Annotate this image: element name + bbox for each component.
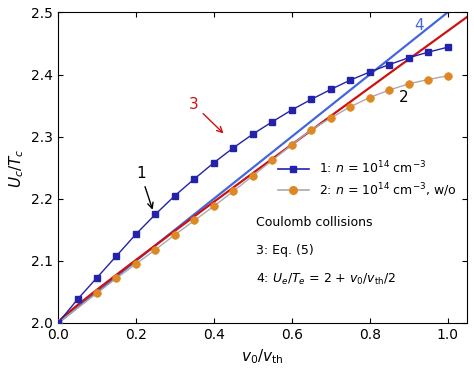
Legend: 1: $n$ = 10$^{14}$ cm$^{-3}$, 2: $n$ = 10$^{14}$ cm$^{-3}$, w/o: 1: $n$ = 10$^{14}$ cm$^{-3}$, 2: $n$ = 1… — [278, 160, 457, 199]
Text: 2: 2 — [399, 91, 409, 106]
Text: 4: $U_e/T_e$ = 2 + $v_0/v_{\mathrm{th}}$/2: 4: $U_e/T_e$ = 2 + $v_0/v_{\mathrm{th}}$… — [256, 272, 396, 287]
Text: Coulomb collisions: Coulomb collisions — [256, 216, 373, 229]
X-axis label: $v_0 / v_{\mathrm{th}}$: $v_0 / v_{\mathrm{th}}$ — [241, 347, 284, 366]
Y-axis label: $U_c / T_c$: $U_c / T_c$ — [7, 148, 26, 188]
Text: 1: 1 — [136, 166, 153, 208]
Text: 3: 3 — [189, 97, 222, 132]
Text: 3: Eq. (5): 3: Eq. (5) — [256, 244, 314, 257]
Text: 4: 4 — [414, 18, 424, 33]
